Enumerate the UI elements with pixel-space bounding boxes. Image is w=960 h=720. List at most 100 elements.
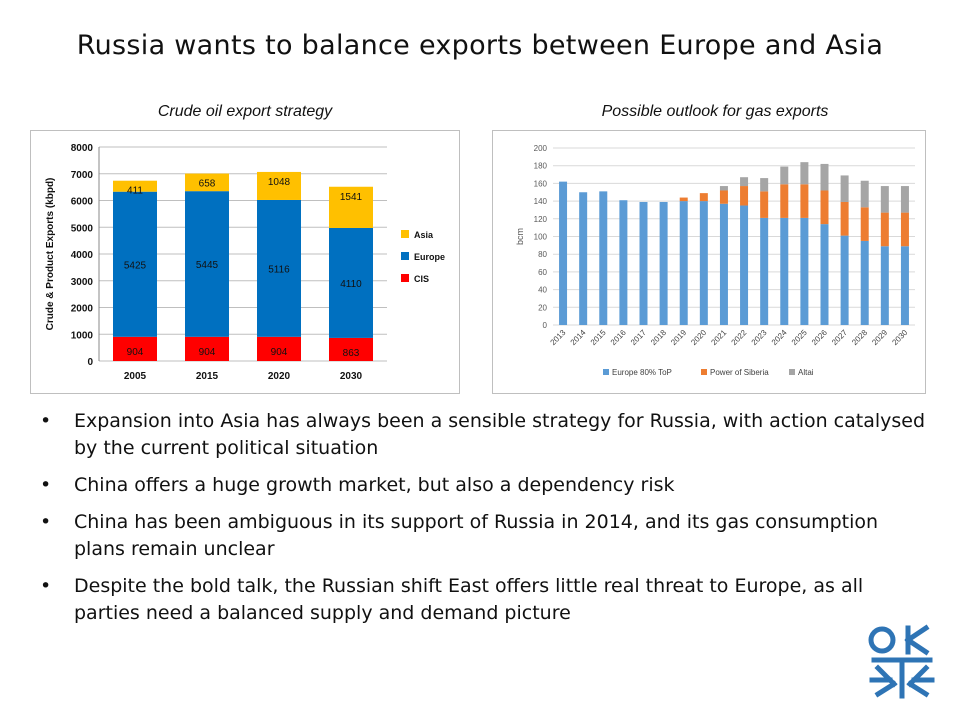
bar-segment xyxy=(679,197,688,202)
data-label: 5116 xyxy=(268,264,290,275)
oil-export-chart: 0 1000 2000 3000 4000 5000 6000 7000 8000 Crude &… xyxy=(45,143,445,382)
legend-swatch xyxy=(789,369,795,375)
bullet-marker: • xyxy=(40,511,52,533)
bar-segment xyxy=(880,212,889,247)
x-tick-label: 2021 xyxy=(709,328,728,347)
data-label: 411 xyxy=(127,186,143,197)
y-axis-title: Crude & Product Exports (kbpd) xyxy=(45,178,56,331)
legend-label: Power of Siberia xyxy=(710,368,769,377)
y-tick-label: 2000 xyxy=(71,304,94,315)
legend-swatch-cis xyxy=(401,274,409,282)
data-label: 904 xyxy=(199,347,216,358)
bar-segment-europe xyxy=(185,191,229,337)
bar-segment-cis xyxy=(113,336,157,361)
y-tick-label: 8000 xyxy=(71,143,94,154)
data-label: 5445 xyxy=(196,260,219,271)
gas-chart-panel: 0 20 40 60 80 100 120 140 160 180 200 bcm 2013 2014 20… xyxy=(492,130,926,394)
bar-segment xyxy=(800,217,809,325)
bar-segment-asia xyxy=(185,173,229,192)
bullet-list: • Expansion into Asia has always been a s… xyxy=(40,408,930,637)
bar-segment-asia xyxy=(329,186,373,228)
bullet-text: China offers a huge growth market, but a… xyxy=(74,474,675,496)
bar-segment xyxy=(860,180,869,208)
data-label: 4110 xyxy=(340,279,362,290)
y-tick-label: 120 xyxy=(534,215,548,224)
bar-segment xyxy=(860,207,869,241)
y-tick-label: 3000 xyxy=(71,277,94,288)
y-tick-label: 40 xyxy=(538,286,547,295)
legend-label: CIS xyxy=(414,274,429,284)
legend-label: Europe 80% ToP xyxy=(612,368,672,377)
bar-segment xyxy=(840,175,849,202)
bar-segment xyxy=(599,191,608,325)
y-tick-label: 160 xyxy=(534,179,548,188)
data-label: 904 xyxy=(127,347,144,358)
bar-segment xyxy=(860,240,869,325)
legend-label: Asia xyxy=(414,230,434,240)
bar-segment xyxy=(900,212,909,247)
bar-segment-asia xyxy=(113,180,157,192)
oil-chart-panel: 0 1000 2000 3000 4000 5000 6000 7000 8000 Crude &… xyxy=(30,130,460,394)
bar-segment xyxy=(699,193,708,202)
y-tick-label: 0 xyxy=(543,321,548,330)
y-tick-label: 0 xyxy=(87,357,93,368)
legend-label: Europe xyxy=(414,252,445,262)
y-tick-label: 4000 xyxy=(71,250,94,261)
x-tick-label: 2020 xyxy=(268,371,291,382)
x-tick-label: 2022 xyxy=(730,328,749,347)
y-tick-label: 200 xyxy=(534,144,548,153)
bar-segment-europe xyxy=(329,227,373,338)
bar-segment xyxy=(880,246,889,325)
bar-segment xyxy=(559,181,568,325)
x-tick-label: 2014 xyxy=(569,328,588,347)
data-label: 658 xyxy=(199,179,216,190)
x-tick-label: 2029 xyxy=(870,328,889,347)
y-tick-label: 60 xyxy=(538,268,547,277)
bar-segment-europe xyxy=(257,199,301,337)
bar-segment xyxy=(800,184,809,218)
bullet-text: Expansion into Asia has always been a se… xyxy=(74,410,926,459)
bar-segment xyxy=(760,191,769,218)
bar-segment xyxy=(619,200,628,325)
x-tick-label: 2016 xyxy=(609,328,628,347)
legend-swatch-asia xyxy=(401,230,409,238)
y-tick-label: 1000 xyxy=(71,330,94,341)
bullet-text: China has been ambiguous in its support … xyxy=(74,511,879,560)
bullet-marker: • xyxy=(40,575,52,597)
bullet-item: • Despite the bold talk, the Russian shif… xyxy=(40,573,930,627)
gas-chart-subtitle: Possible outlook for gas exports xyxy=(601,103,829,120)
oxford-institute-logo-icon xyxy=(868,624,935,699)
bar-segment xyxy=(740,177,749,187)
bar-segment xyxy=(880,186,889,213)
bar-segment xyxy=(820,224,829,325)
bar-segment xyxy=(800,162,809,185)
y-tick-label: 80 xyxy=(538,250,547,259)
bar-segment xyxy=(719,203,728,325)
bullet-item: • Expansion into Asia has always been a s… xyxy=(40,408,930,462)
x-tick-label: 2030 xyxy=(340,371,363,382)
x-tick-label: 2026 xyxy=(810,328,829,347)
x-tick-label: 2030 xyxy=(890,328,909,347)
x-tick-label: 2023 xyxy=(750,328,769,347)
y-tick-label: 100 xyxy=(534,233,548,242)
bar-segment xyxy=(780,217,789,325)
x-tick-label: 2020 xyxy=(689,328,708,347)
bar-segment xyxy=(679,201,688,325)
y-axis-title: bcm xyxy=(515,228,525,245)
data-label: 1048 xyxy=(268,177,291,188)
x-tick-label: 2005 xyxy=(124,371,147,382)
bar-segment-cis xyxy=(185,336,229,361)
legend-swatch xyxy=(701,369,707,375)
bullet-marker: • xyxy=(40,410,52,432)
bar-segment xyxy=(659,201,668,325)
legend-label: Altai xyxy=(798,368,814,377)
bar-segment xyxy=(740,186,749,206)
x-tick-label: 2027 xyxy=(830,328,849,347)
bullet-text: Despite the bold talk, the Russian shift… xyxy=(74,575,864,624)
bar-segment xyxy=(820,190,829,225)
bar-segment xyxy=(699,201,708,325)
bar-segment xyxy=(840,201,849,236)
x-tick-label: 2018 xyxy=(649,328,668,347)
bar-segment xyxy=(579,192,588,325)
